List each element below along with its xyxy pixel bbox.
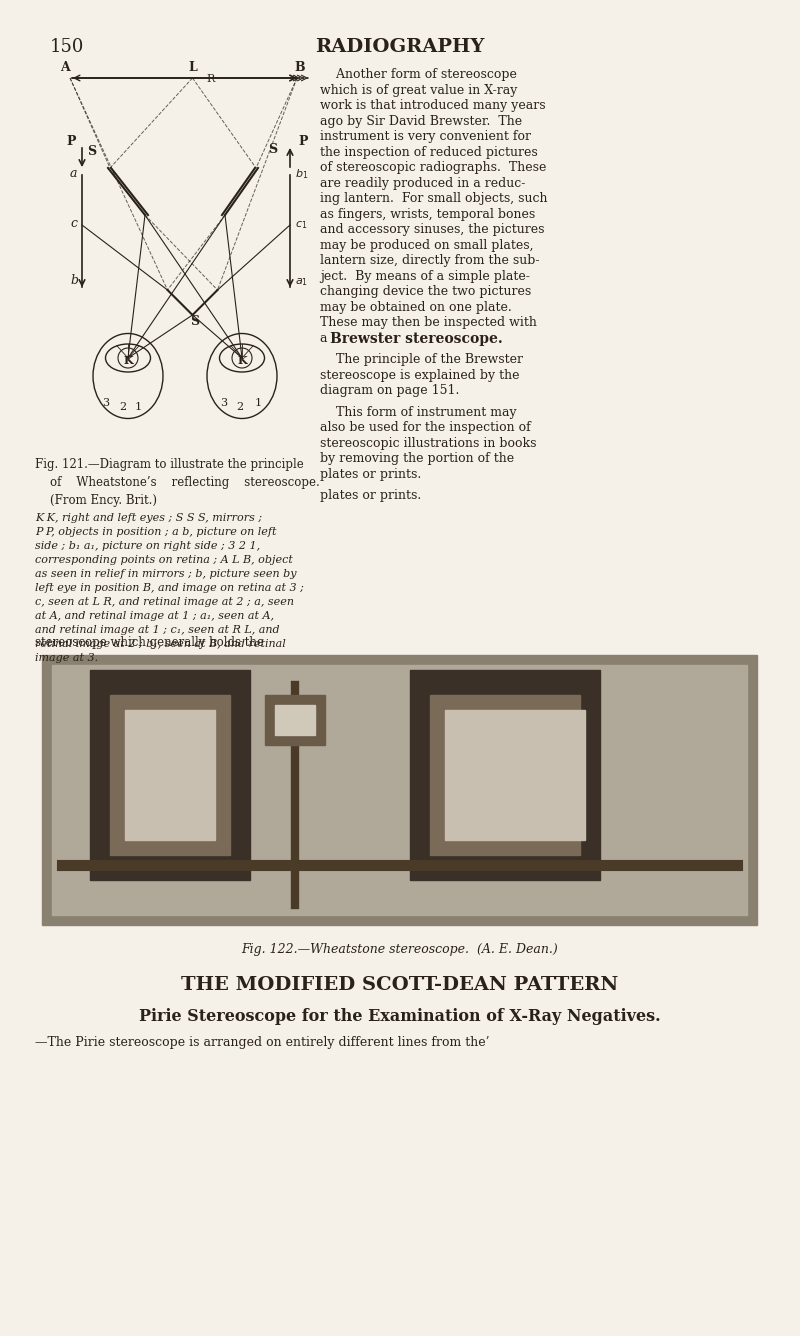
Text: P: P <box>66 135 76 148</box>
Bar <box>275 705 315 735</box>
Bar <box>445 709 585 840</box>
Text: P: P <box>298 135 307 148</box>
Text: which is of great value in X-ray: which is of great value in X-ray <box>320 84 518 96</box>
Text: $a_1$: $a_1$ <box>295 277 308 287</box>
Text: S: S <box>190 315 199 329</box>
Text: THE MODIFIED SCOTT-DEAN PATTERN: THE MODIFIED SCOTT-DEAN PATTERN <box>182 977 618 994</box>
Text: L: L <box>188 61 197 73</box>
Text: RADIOGRAPHY: RADIOGRAPHY <box>315 37 485 56</box>
Text: Pirie Stereoscope for the Examination of X-Ray Negatives.: Pirie Stereoscope for the Examination of… <box>139 1007 661 1025</box>
Text: $c_1$: $c_1$ <box>295 219 307 231</box>
Text: These may then be inspected with: These may then be inspected with <box>320 317 537 329</box>
Text: the inspection of reduced pictures: the inspection of reduced pictures <box>320 146 538 159</box>
Text: of stereoscopic radiographs.  These: of stereoscopic radiographs. These <box>320 162 546 174</box>
Text: 3: 3 <box>221 398 227 407</box>
Text: 150: 150 <box>50 37 84 56</box>
Text: B: B <box>294 61 306 73</box>
Bar <box>410 669 600 880</box>
Text: stereoscopic illustrations in books: stereoscopic illustrations in books <box>320 437 537 449</box>
Text: Brewster stereoscope.: Brewster stereoscope. <box>330 331 502 346</box>
Text: plates or prints.: plates or prints. <box>320 489 422 502</box>
Text: plates or prints.: plates or prints. <box>320 468 422 481</box>
Text: lantern size, directly from the sub-: lantern size, directly from the sub- <box>320 254 539 267</box>
Bar <box>430 695 580 855</box>
Text: A: A <box>60 61 70 73</box>
Bar <box>90 669 250 880</box>
Bar <box>42 655 757 925</box>
Bar <box>265 695 325 745</box>
Text: 1: 1 <box>134 402 142 411</box>
Text: K: K <box>123 354 133 366</box>
Text: c: c <box>70 216 77 230</box>
Text: $b_1$: $b_1$ <box>295 167 308 180</box>
Text: are readily produced in a reduc-: are readily produced in a reduc- <box>320 176 526 190</box>
Text: diagram on page 151.: diagram on page 151. <box>320 383 459 397</box>
Text: S: S <box>268 143 277 156</box>
Text: Fig. 122.—Wheatstone stereoscope.  (A. E. Dean.): Fig. 122.—Wheatstone stereoscope. (A. E.… <box>242 943 558 957</box>
Text: also be used for the inspection of: also be used for the inspection of <box>320 421 530 434</box>
Text: ago by Sir David Brewster.  The: ago by Sir David Brewster. The <box>320 115 522 127</box>
Text: and accessory sinuses, the pictures: and accessory sinuses, the pictures <box>320 223 545 236</box>
Text: ject.  By means of a simple plate-: ject. By means of a simple plate- <box>320 270 530 282</box>
Text: 2: 2 <box>237 402 243 411</box>
Bar <box>110 695 230 855</box>
Text: ing lantern.  For small objects, such: ing lantern. For small objects, such <box>320 192 547 204</box>
Text: Fig. 121.—Diagram to illustrate the principle
    of    Wheatstone’s    reflecti: Fig. 121.—Diagram to illustrate the prin… <box>35 458 320 506</box>
Text: stereoscope which generally holds the: stereoscope which generally holds the <box>35 636 264 649</box>
Text: by removing the portion of the: by removing the portion of the <box>320 452 514 465</box>
Text: 1: 1 <box>254 398 262 407</box>
Text: Another form of stereoscope: Another form of stereoscope <box>320 68 517 81</box>
Text: The principle of the Brewster: The principle of the Brewster <box>320 353 523 366</box>
Text: may be produced on small plates,: may be produced on small plates, <box>320 239 534 251</box>
Bar <box>125 709 215 840</box>
Text: work is that introduced many years: work is that introduced many years <box>320 99 546 112</box>
Text: may be obtained on one plate.: may be obtained on one plate. <box>320 301 512 314</box>
Text: b: b <box>70 274 78 287</box>
Bar <box>52 665 747 915</box>
Text: a: a <box>70 167 78 180</box>
Text: 3: 3 <box>102 398 110 407</box>
Text: K: K <box>237 354 247 366</box>
Text: as fingers, wrists, temporal bones: as fingers, wrists, temporal bones <box>320 207 535 220</box>
Text: R: R <box>206 73 214 84</box>
Text: changing device the two pictures: changing device the two pictures <box>320 285 531 298</box>
Text: S: S <box>87 146 96 158</box>
Text: instrument is very convenient for: instrument is very convenient for <box>320 130 531 143</box>
Text: a: a <box>320 331 331 345</box>
Text: K K, right and left eyes ; S S S, mirrors ;
P P, objects in position ; a b, pict: K K, right and left eyes ; S S S, mirror… <box>35 513 304 663</box>
Text: stereoscope is explained by the: stereoscope is explained by the <box>320 369 519 382</box>
Text: —The Pirie stereoscope is arranged on entirely different lines from the’: —The Pirie stereoscope is arranged on en… <box>35 1035 490 1049</box>
Text: This form of instrument may: This form of instrument may <box>320 406 517 418</box>
Text: 2: 2 <box>119 402 126 411</box>
